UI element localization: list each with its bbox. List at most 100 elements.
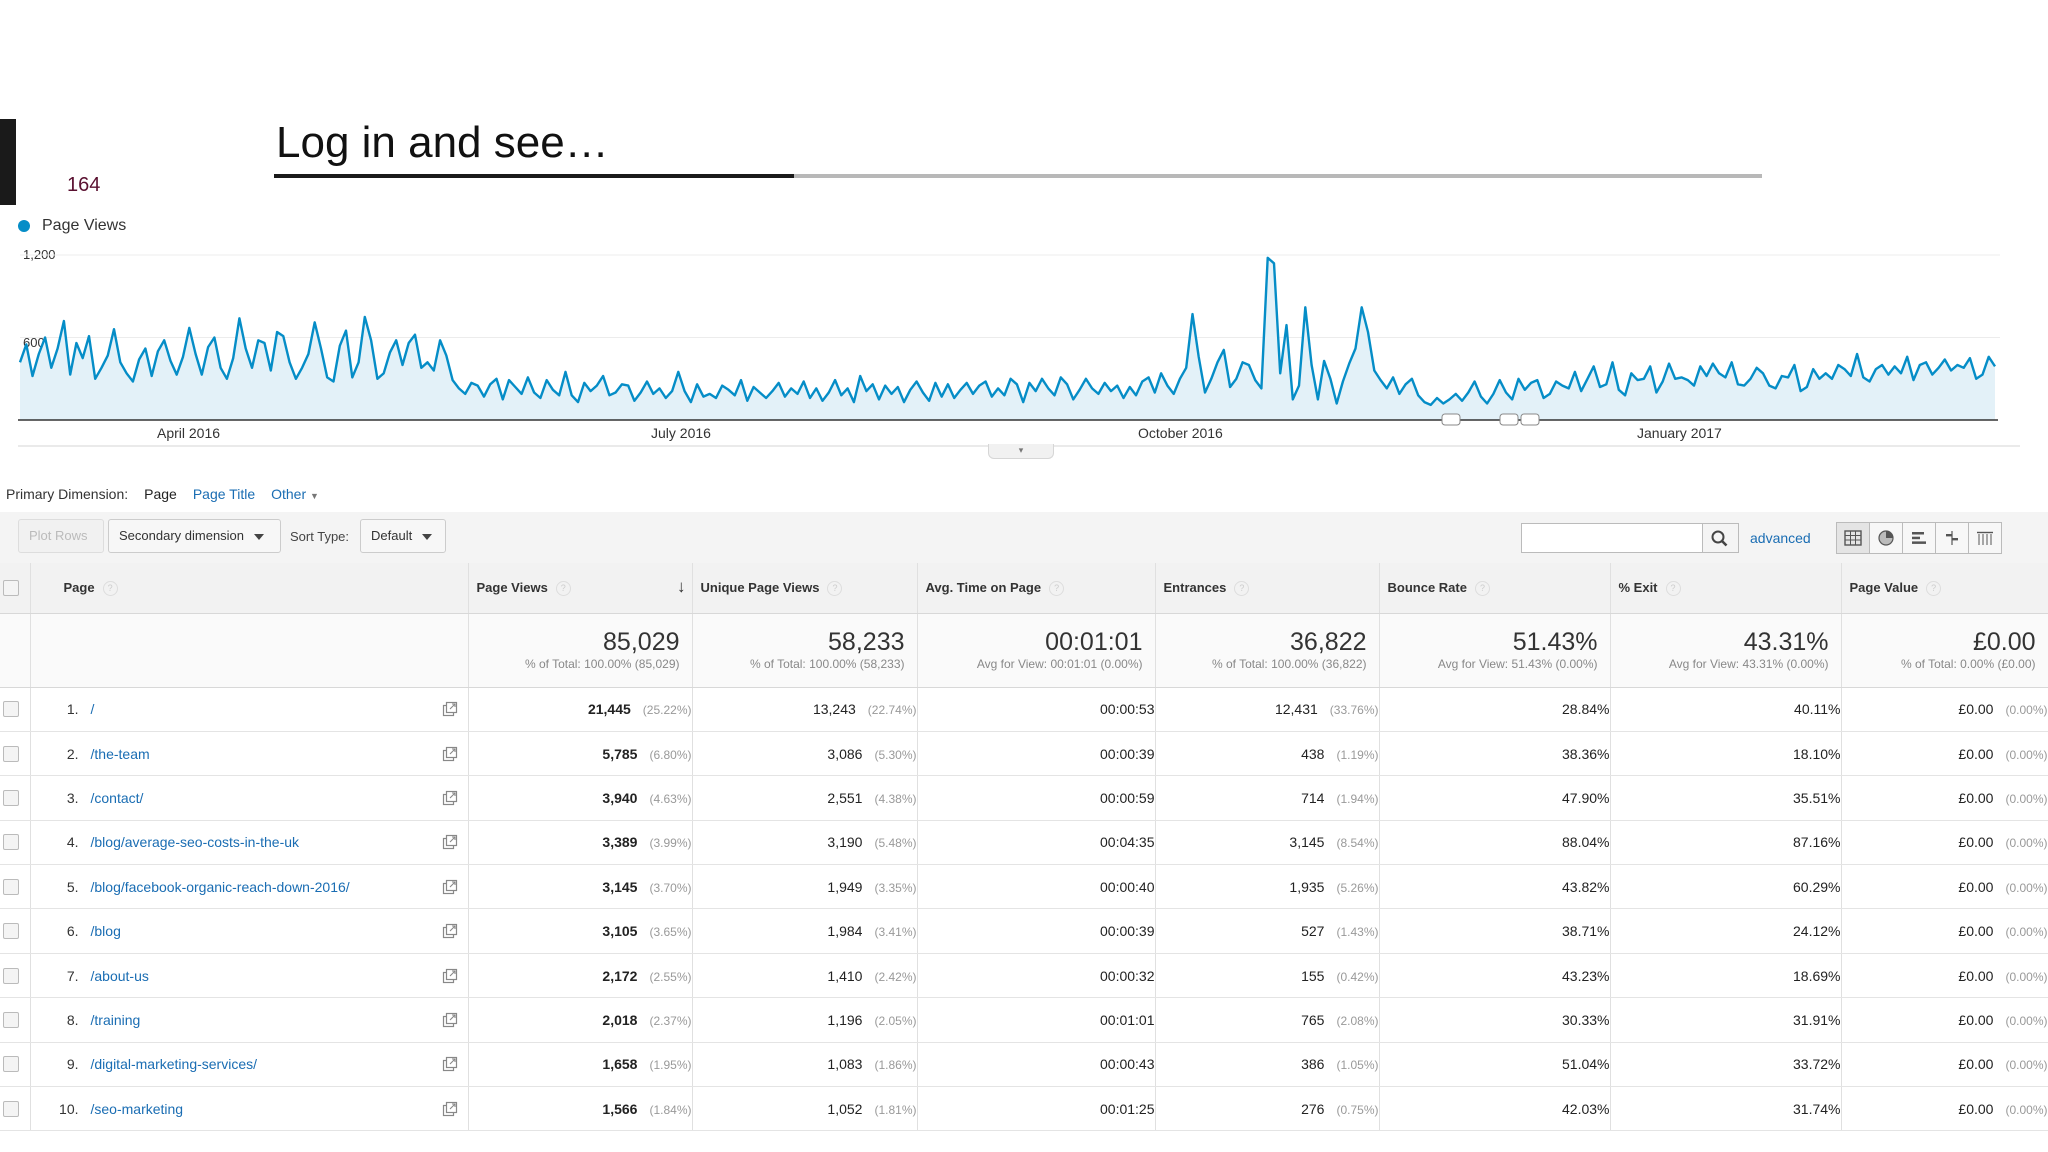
percentage-view-button[interactable] [1869,522,1903,554]
annotation-marker-icon[interactable] [1520,413,1540,426]
slide-title: Log in and see… [276,118,609,167]
open-page-icon[interactable] [442,879,458,895]
annotation-marker-icon[interactable] [1499,413,1519,426]
page-path-link[interactable]: /blog [90,923,121,940]
data-view-button[interactable] [1836,522,1870,554]
avg-time-cell: 00:01:25 [917,1086,1156,1132]
row-checkbox[interactable] [3,878,19,895]
row-select-cell [0,908,31,954]
open-page-icon[interactable] [442,790,458,806]
advanced-filter-link[interactable]: advanced [1750,530,1811,546]
header-page-views[interactable]: Page Views? ↓ [468,563,693,614]
open-page-icon[interactable] [442,746,458,762]
primary-dimension-page-title[interactable]: Page Title [192,486,256,502]
row-checkbox[interactable] [3,923,19,940]
open-page-icon[interactable] [442,1101,458,1117]
help-icon[interactable]: ? [1665,580,1681,596]
open-page-icon[interactable] [442,968,458,984]
unique-page-views-cell: 1,083 (1.86%) [692,1042,918,1088]
open-page-icon[interactable] [442,701,458,717]
page-path-link[interactable]: /training [90,1011,141,1028]
chart-legend[interactable]: Page Views [18,217,126,235]
sort-descending-icon[interactable]: ↓ [677,577,686,596]
row-checkbox[interactable] [3,834,19,851]
bounce-rate-cell: 30.33% [1379,997,1611,1043]
header-entrances[interactable]: Entrances? [1155,563,1380,614]
row-number: 5. [66,878,79,895]
unique-page-views-percent: (5.30%) [874,747,917,762]
page-path-link[interactable]: /digital-marketing-services/ [90,1056,258,1073]
unique-page-views-percent: (2.05%) [874,1013,917,1028]
other-label: Other [271,486,307,502]
page-value-value: £0.00 [1958,789,1994,806]
header-unique-page-views[interactable]: Unique Page Views? [692,563,918,614]
entrances-percent: (1.94%) [1336,791,1379,806]
page-path-link[interactable]: /blog/average-seo-costs-in-the-uk [90,834,300,851]
page-value-cell: £0.00 (0.00%) [1841,687,2048,732]
pivot-view-button[interactable] [1968,522,2002,554]
chevron-down-icon [254,533,265,540]
row-checkbox[interactable] [3,1056,19,1073]
row-checkbox[interactable] [3,745,19,762]
page-value-percent: (0.00%) [2005,747,2048,762]
total-value: 43.31% [1743,628,1829,656]
annotation-marker-icon[interactable] [1441,413,1461,426]
legend-dot-icon [18,220,30,232]
entrances-cell: 3,145 (8.54%) [1155,820,1380,866]
header-exit[interactable]: % Exit? [1610,563,1842,614]
totals-blank [0,613,31,688]
page-value-cell: £0.00 (0.00%) [1841,731,2048,777]
open-page-icon[interactable] [442,834,458,850]
primary-dimension-page[interactable]: Page [144,486,177,502]
performance-view-button[interactable] [1902,522,1936,554]
comparison-view-button[interactable] [1935,522,1969,554]
total-value: 85,029 [603,628,680,656]
page-views-chart[interactable] [0,230,2048,450]
search-icon [1711,530,1728,547]
unique-page-views-percent: (1.81%) [874,1102,917,1117]
row-checkbox[interactable] [3,701,19,718]
help-icon[interactable]: ? [1474,580,1490,596]
header-page[interactable]: Page? [30,563,469,614]
help-icon[interactable]: ? [555,580,571,596]
help-icon[interactable]: ? [102,580,118,596]
row-checkbox[interactable] [3,1100,19,1117]
row-checkbox[interactable] [3,967,19,984]
primary-dimension-other[interactable]: Other ▼ [271,486,319,502]
help-icon[interactable]: ? [1234,580,1250,596]
plot-rows-button[interactable]: Plot Rows [18,519,104,553]
exit-value: 24.12% [1793,923,1841,940]
header-bounce-rate[interactable]: Bounce Rate? [1379,563,1611,614]
help-icon[interactable]: ? [1049,580,1065,596]
open-page-icon[interactable] [442,1056,458,1072]
row-number: 1. [66,701,79,718]
row-checkbox[interactable] [3,1011,19,1028]
slide-accent-bar [0,119,16,205]
open-page-icon[interactable] [442,1012,458,1028]
page-path-link[interactable]: /blog/facebook-organic-reach-down-2016/ [90,878,350,895]
search-button[interactable] [1703,523,1739,553]
row-checkbox[interactable] [3,789,19,806]
page-cell: 7. /about-us [30,953,469,999]
page-path-link[interactable]: /the-team [90,745,150,762]
help-icon[interactable]: ? [1926,580,1942,596]
page-path-link[interactable]: /about-us [90,967,149,984]
help-icon[interactable]: ? [827,580,843,596]
header-label: Avg. Time on Page [925,579,1042,595]
entrances-value: 438 [1301,745,1325,762]
table-search-input[interactable] [1521,523,1703,553]
page-path-link[interactable]: / [90,701,95,718]
page-path-link[interactable]: /contact/ [90,789,144,806]
avg-time-value: 00:01:25 [1100,1100,1155,1117]
sort-type-dropdown[interactable]: Default [360,519,446,553]
page-views-percent: (1.95%) [649,1058,692,1073]
select-all-checkbox[interactable] [3,579,19,596]
entrances-percent: (5.26%) [1336,880,1379,895]
header-avg-time-on-page[interactable]: Avg. Time on Page? [917,563,1156,614]
series-line-page-views[interactable] [18,256,1997,407]
page-path-link[interactable]: /seo-marketing [90,1100,184,1117]
secondary-dimension-dropdown[interactable]: Secondary dimension [108,519,281,553]
chart-collapse-handle[interactable]: ▾ [988,444,1054,459]
open-page-icon[interactable] [442,923,458,939]
header-page-value[interactable]: Page Value? [1841,563,2048,614]
